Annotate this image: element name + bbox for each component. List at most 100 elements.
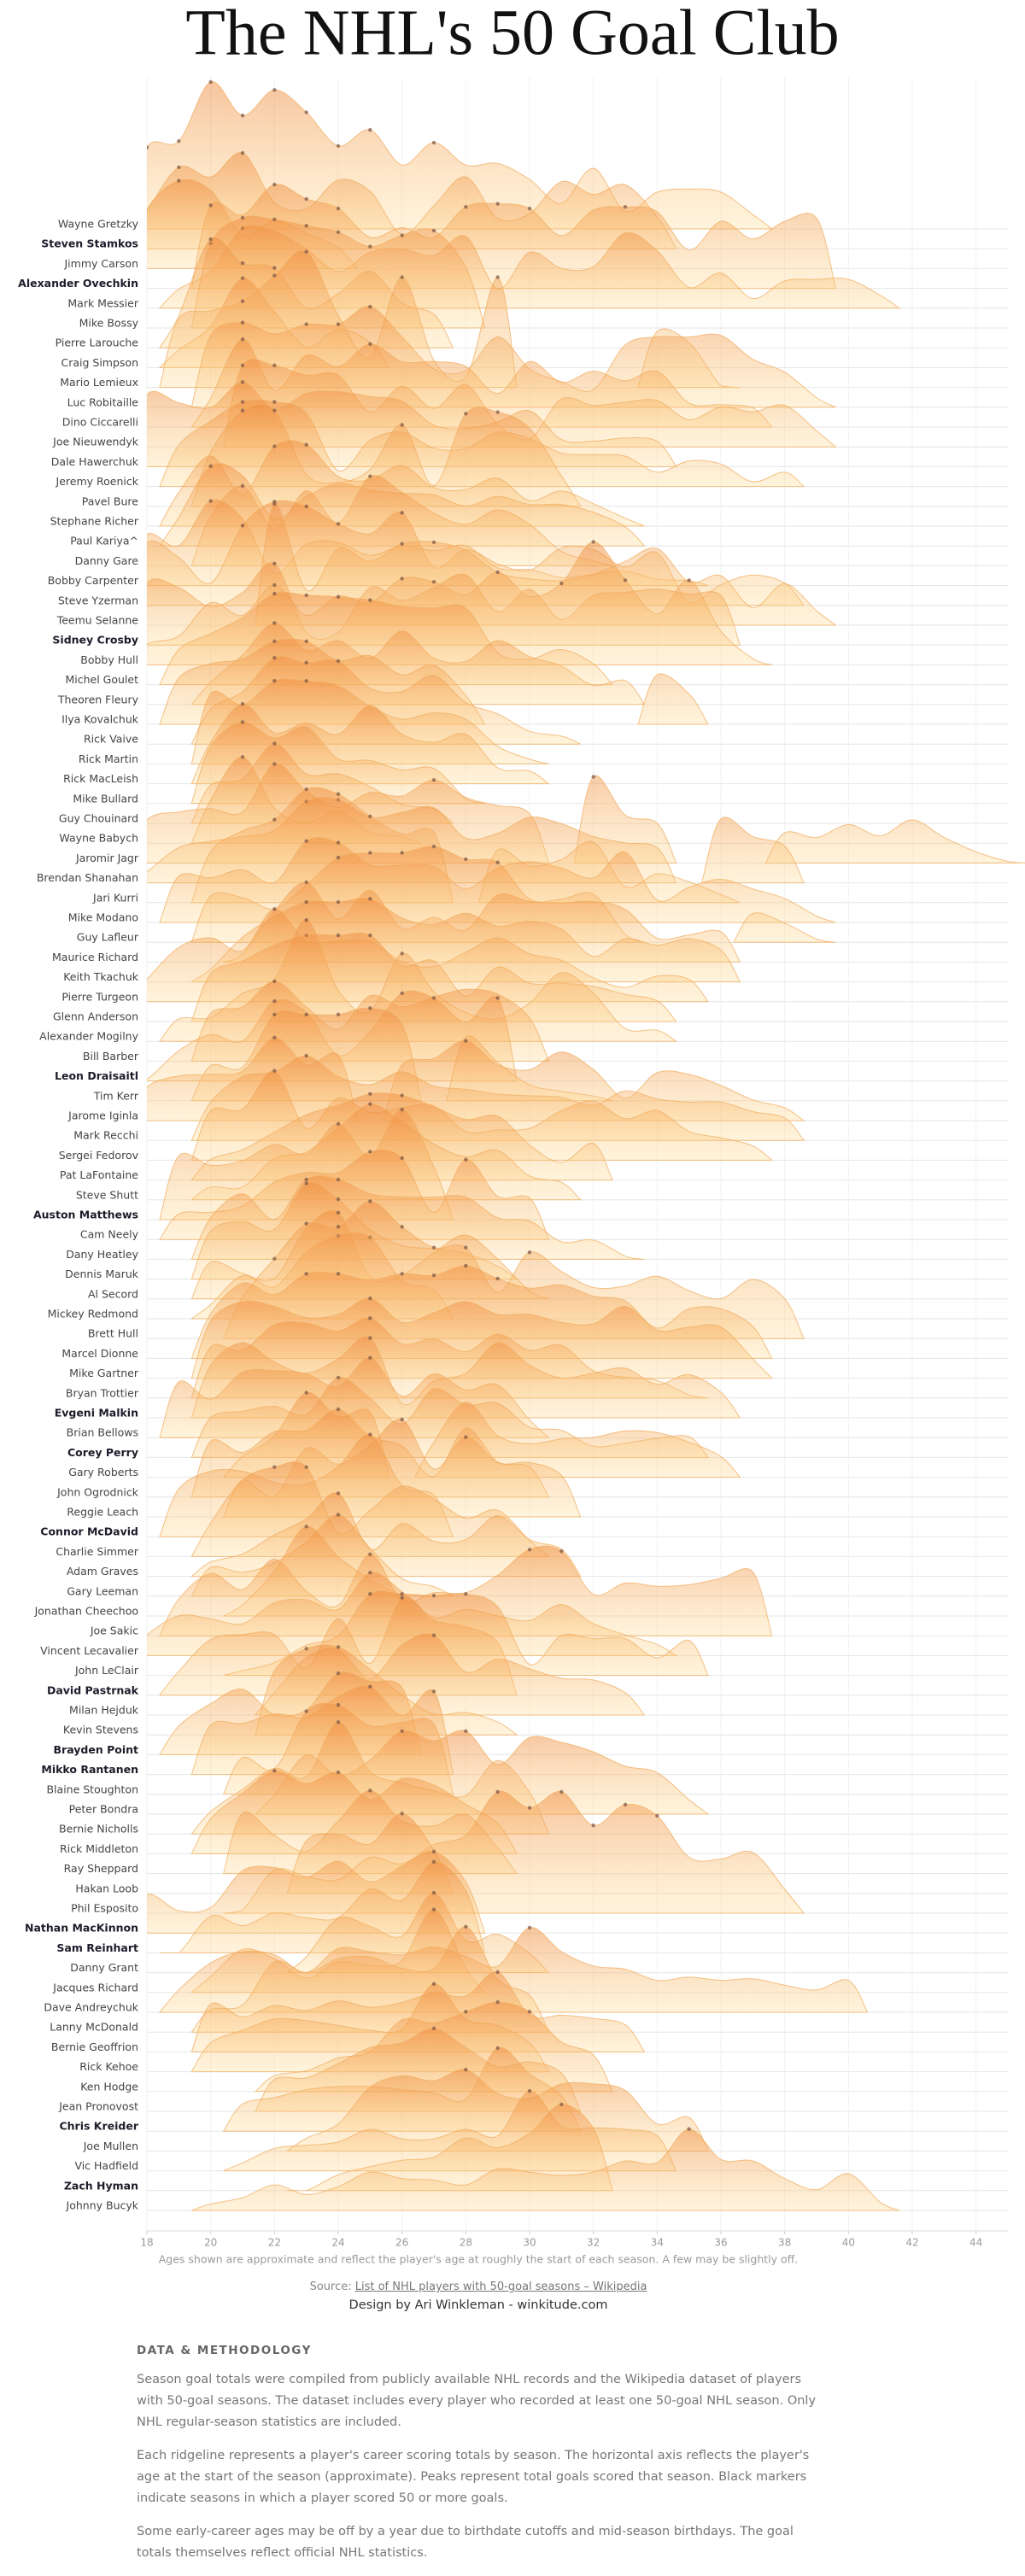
fifty-goal-marker bbox=[240, 701, 245, 706]
fifty-goal-marker bbox=[368, 1150, 372, 1154]
fifty-goal-marker bbox=[464, 1039, 468, 1043]
fifty-goal-marker bbox=[464, 412, 468, 416]
fifty-goal-marker bbox=[336, 1513, 341, 1517]
player-label: Corey Perry bbox=[67, 1446, 138, 1459]
player-label: Brendan Shanahan bbox=[37, 871, 138, 884]
player-label: Danny Gare bbox=[75, 554, 139, 567]
chart-title: The NHL's 50 Goal Club bbox=[185, 0, 839, 68]
credit: Design by Ari Winkleman - winkitude.com bbox=[348, 2298, 608, 2312]
player-label: Dale Hawerchuk bbox=[51, 455, 139, 468]
fifty-goal-marker bbox=[240, 408, 245, 413]
player-label: Brian Bellows bbox=[67, 1426, 138, 1439]
fifty-goal-marker bbox=[368, 851, 372, 855]
fifty-goal-marker bbox=[304, 639, 308, 643]
fifty-goal-marker bbox=[336, 1177, 341, 1182]
fifty-goal-marker bbox=[400, 1225, 404, 1229]
player-label: Adam Graves bbox=[67, 1565, 138, 1578]
fifty-goal-marker bbox=[400, 1156, 404, 1161]
fifty-goal-marker bbox=[272, 678, 277, 683]
x-tick-label: 20 bbox=[204, 2237, 217, 2249]
fifty-goal-marker bbox=[464, 1157, 468, 1162]
player-label: Steve Shutt bbox=[76, 1188, 138, 1201]
player-label: Mikko Rantanen bbox=[41, 1763, 138, 1776]
fifty-goal-marker bbox=[240, 720, 245, 724]
fifty-goal-marker bbox=[431, 777, 436, 782]
fifty-goal-marker bbox=[431, 579, 436, 584]
player-label: Brett Hull bbox=[88, 1327, 138, 1340]
fifty-goal-marker bbox=[400, 1592, 404, 1596]
fifty-goal-marker bbox=[272, 182, 277, 187]
fifty-goal-marker bbox=[240, 276, 245, 280]
x-tick-label: 22 bbox=[268, 2237, 281, 2249]
player-label: Jonathan Cheechoo bbox=[34, 1605, 138, 1618]
fifty-goal-marker bbox=[431, 540, 436, 544]
fifty-goal-marker bbox=[400, 1812, 404, 1816]
fifty-goal-marker bbox=[304, 1525, 308, 1529]
x-tick-label: 34 bbox=[651, 2237, 664, 2249]
fifty-goal-marker bbox=[400, 991, 404, 995]
source: Source: List of NHL players with 50-goal… bbox=[0, 2280, 957, 2293]
player-label: Zach Hyman bbox=[64, 2179, 138, 2192]
fifty-goal-marker bbox=[336, 594, 341, 599]
fifty-goal-marker bbox=[272, 762, 277, 766]
fifty-goal-marker bbox=[272, 656, 277, 660]
player-label: Kevin Stevens bbox=[63, 1724, 138, 1736]
player-label: Mario Lemieux bbox=[60, 376, 138, 389]
fifty-goal-marker bbox=[272, 591, 277, 596]
fifty-goal-marker bbox=[368, 1199, 372, 1203]
player-label: Keith Tkachuk bbox=[63, 970, 139, 983]
fifty-goal-marker bbox=[623, 1802, 628, 1807]
fifty-goal-marker bbox=[272, 817, 277, 822]
player-label: Peter Bondra bbox=[69, 1803, 138, 1816]
player-label: Blaine Stoughton bbox=[46, 1783, 138, 1795]
player-label: David Pastrnak bbox=[47, 1683, 139, 1696]
fifty-goal-marker bbox=[272, 363, 277, 368]
x-tick-label: 36 bbox=[714, 2237, 727, 2249]
fifty-goal-marker bbox=[464, 205, 468, 209]
player-label: Michel Goulet bbox=[65, 673, 138, 686]
footer: Source: List of NHL players with 50-goal… bbox=[0, 2279, 1025, 2560]
player-label: Pierre Turgeon bbox=[62, 990, 138, 1003]
fifty-goal-marker bbox=[431, 1982, 436, 1986]
fifty-goal-marker bbox=[400, 1093, 404, 1098]
player-label: Gary Roberts bbox=[68, 1466, 138, 1478]
methodology: DATA & METHODOLOGY Season goal totals we… bbox=[137, 2344, 820, 2576]
player-label: Stephane Richer bbox=[50, 515, 139, 528]
fifty-goal-marker bbox=[400, 423, 404, 427]
player-label: Alexander Ovechkin bbox=[18, 277, 138, 290]
player-label: Glenn Anderson bbox=[53, 1010, 138, 1023]
fifty-goal-marker bbox=[272, 1256, 277, 1261]
fifty-goal-marker bbox=[591, 775, 595, 779]
paragraph: Season goal totals were compiled from pu… bbox=[137, 2373, 817, 2429]
player-label: Charlie Simmer bbox=[56, 1545, 139, 1558]
source-link[interactable]: List of NHL players with 50-goal seasons… bbox=[354, 2280, 647, 2293]
paragraph: Some early-career ages may be off by a y… bbox=[137, 2525, 794, 2560]
fifty-goal-marker bbox=[336, 1375, 341, 1380]
fifty-goal-marker bbox=[527, 1250, 532, 1255]
fifty-goal-marker bbox=[431, 140, 436, 145]
fifty-goal-marker bbox=[272, 501, 277, 506]
fifty-goal-marker bbox=[240, 524, 245, 528]
player-label: Mike Gartner bbox=[69, 1367, 139, 1379]
fifty-goal-marker bbox=[240, 320, 245, 325]
player-label: Pavel Bure bbox=[82, 495, 139, 507]
fifty-goal-marker bbox=[495, 1970, 500, 1975]
player-label: Jacques Richard bbox=[52, 1981, 138, 1993]
fifty-goal-marker bbox=[304, 1221, 308, 1226]
player-label: Jimmy Carson bbox=[64, 257, 139, 270]
fifty-goal-marker bbox=[240, 299, 245, 303]
fifty-goal-marker bbox=[272, 273, 277, 278]
fifty-goal-marker bbox=[336, 206, 341, 211]
fifty-goal-marker bbox=[208, 79, 213, 85]
fifty-goal-marker bbox=[368, 244, 372, 249]
player-label: Ray Sheppard bbox=[64, 1862, 138, 1875]
fifty-goal-marker bbox=[304, 1177, 308, 1182]
fifty-goal-marker bbox=[527, 1806, 532, 1810]
player-label: Joe Mullen bbox=[83, 2140, 138, 2152]
fifty-goal-marker bbox=[336, 230, 341, 235]
x-tick-label: 40 bbox=[842, 2237, 855, 2249]
player-label: Jarome Iginla bbox=[67, 1109, 138, 1122]
fifty-goal-marker bbox=[464, 2010, 468, 2014]
player-label: Mike Bossy bbox=[79, 317, 139, 330]
player-label: Alexander Mogilny bbox=[39, 1030, 138, 1043]
